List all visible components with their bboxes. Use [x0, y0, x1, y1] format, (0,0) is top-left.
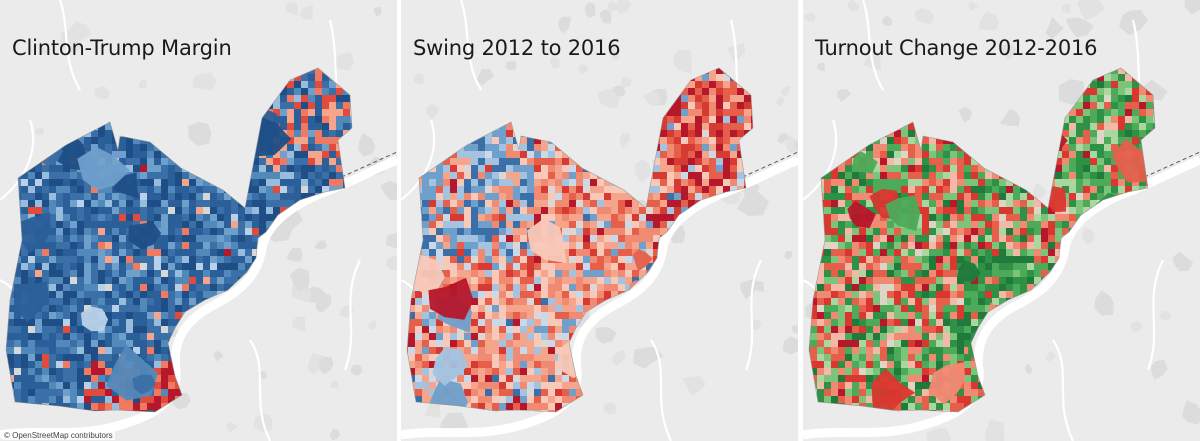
map-title: Turnout Change 2012-2016 [815, 36, 1098, 60]
map-title: Clinton-Trump Margin [12, 36, 232, 60]
city-boundary [808, 67, 1156, 413]
map-canvas[interactable] [401, 0, 798, 441]
city-boundary [406, 67, 754, 413]
map-panel-turnout[interactable]: Turnout Change 2012-2016 [803, 0, 1200, 441]
map-attribution[interactable]: © OpenStreetMap contributors [2, 431, 115, 440]
map-title: Swing 2012 to 2016 [413, 36, 621, 60]
map-canvas[interactable] [0, 0, 397, 441]
map-canvas[interactable] [803, 0, 1200, 441]
city-boundary [5, 67, 353, 413]
map-panel-margin[interactable]: Clinton-Trump Margin © OpenStreetMap con… [0, 0, 397, 441]
map-panel-swing[interactable]: Swing 2012 to 2016 [401, 0, 798, 441]
